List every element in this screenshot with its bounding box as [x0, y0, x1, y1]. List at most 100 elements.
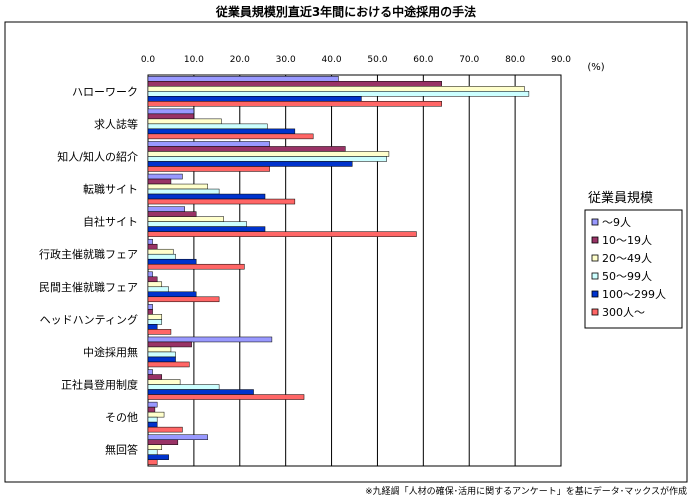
- category-label: 正社員登用制度: [61, 378, 138, 392]
- x-tick-label: 70.0: [459, 55, 479, 65]
- bar: [147, 216, 224, 222]
- legend-label: 50～99人: [602, 270, 652, 283]
- bar: [147, 161, 353, 167]
- bar: [147, 108, 195, 115]
- gridlines: [193, 75, 516, 466]
- x-tick-label: 80.0: [505, 55, 525, 65]
- bar: [147, 361, 190, 368]
- chart-title: 従業員規模別直近3年間における中途採用の手法: [215, 4, 476, 19]
- bar: [147, 341, 192, 348]
- category-label: 求人誌等: [94, 117, 138, 131]
- bar: [147, 459, 158, 465]
- bar: [147, 324, 158, 330]
- x-tick-label: 40.0: [322, 55, 342, 65]
- legend-label: ～9人: [602, 216, 631, 229]
- bar: [147, 319, 163, 325]
- bar: [147, 183, 208, 190]
- category-label: ヘッドハンティング: [40, 312, 138, 326]
- bar: [147, 411, 165, 418]
- bar: [147, 426, 183, 433]
- bar: [147, 416, 158, 423]
- x-tick-label: 10.0: [184, 55, 204, 65]
- bar: [147, 314, 163, 320]
- bar: [147, 76, 339, 82]
- bar: [147, 198, 296, 205]
- bar: [147, 374, 163, 380]
- bar: [147, 166, 270, 172]
- legend-label: 100～299人: [602, 288, 666, 301]
- legend-swatch: [591, 308, 599, 316]
- category-label: 転職サイト: [83, 183, 138, 196]
- bar: [147, 379, 181, 385]
- legend-swatch: [591, 236, 599, 244]
- bar: [147, 113, 195, 120]
- bar: [147, 346, 172, 353]
- bar: [147, 231, 417, 237]
- bar: [147, 151, 390, 157]
- bar: [147, 243, 158, 250]
- bar: [147, 226, 266, 232]
- bar: [147, 193, 266, 200]
- category-label: 民間主催就職フェア: [39, 280, 138, 294]
- bars: [147, 76, 530, 465]
- legend-swatch: [591, 272, 599, 280]
- bar: [147, 384, 220, 390]
- x-tick-label: 0.0: [141, 55, 156, 65]
- bar: [147, 286, 169, 293]
- bar: [147, 296, 220, 303]
- legend-swatch: [591, 254, 599, 262]
- bar: [147, 123, 268, 130]
- bar: [147, 271, 153, 278]
- bar: [147, 449, 158, 455]
- category-label: 知人/知人の紹介: [57, 149, 138, 163]
- bar: [147, 439, 179, 445]
- bar: [147, 263, 245, 270]
- bar: [147, 304, 153, 310]
- legend-label: 20～49人: [602, 252, 652, 265]
- bar: [147, 133, 314, 140]
- x-tick-label: 90.0: [551, 55, 571, 65]
- x-tick-label: 20.0: [230, 55, 250, 65]
- x-tick-label: 30.0: [276, 55, 296, 65]
- bar: [147, 146, 346, 152]
- bar: [147, 454, 169, 460]
- bar: [147, 434, 208, 440]
- bar: [147, 276, 158, 283]
- bar: [147, 258, 197, 265]
- bar: [147, 206, 185, 212]
- legend-swatch: [591, 290, 599, 298]
- bar: [147, 96, 362, 102]
- bar: [147, 81, 442, 87]
- bar: [147, 248, 174, 255]
- bar: [147, 329, 172, 335]
- bar: [147, 444, 163, 450]
- legend: 従業員規模 ～9人 10～19人 20～49人 50～99人 100～299人 300人～: [584, 190, 683, 329]
- bar: [147, 253, 176, 260]
- bar: [147, 291, 197, 298]
- bar: [147, 178, 172, 185]
- unit-label: (%): [587, 62, 604, 73]
- bar: [147, 336, 273, 343]
- bar: [147, 351, 176, 358]
- x-axis-ticks: 0.0 10.0 20.0 30.0 40.0 50.0 60.0 70.0 80.0 90.0: [141, 55, 571, 65]
- category-label: 無回答: [105, 443, 138, 457]
- legend-label: 300人～: [602, 306, 645, 319]
- bar: [147, 406, 156, 413]
- category-label: 行政主催就職フェア: [39, 247, 138, 261]
- bar: [147, 211, 197, 217]
- category-label: ハローワーク: [72, 85, 138, 98]
- plot-area: [147, 74, 562, 467]
- bar: [147, 389, 254, 395]
- bar: [147, 421, 158, 428]
- bar: [147, 86, 525, 92]
- bar: [147, 401, 158, 408]
- bar: [147, 91, 530, 97]
- bar: [147, 221, 247, 227]
- bar: [147, 128, 296, 135]
- category-label: 自社サイト: [83, 215, 138, 229]
- footnote: ※九経調「人材の確保･活用に関するアンケート」を基にデータ･マックスが作成: [365, 485, 687, 497]
- bar: [147, 309, 153, 315]
- legend-label: 10～19人: [602, 234, 652, 247]
- bar: [147, 101, 442, 107]
